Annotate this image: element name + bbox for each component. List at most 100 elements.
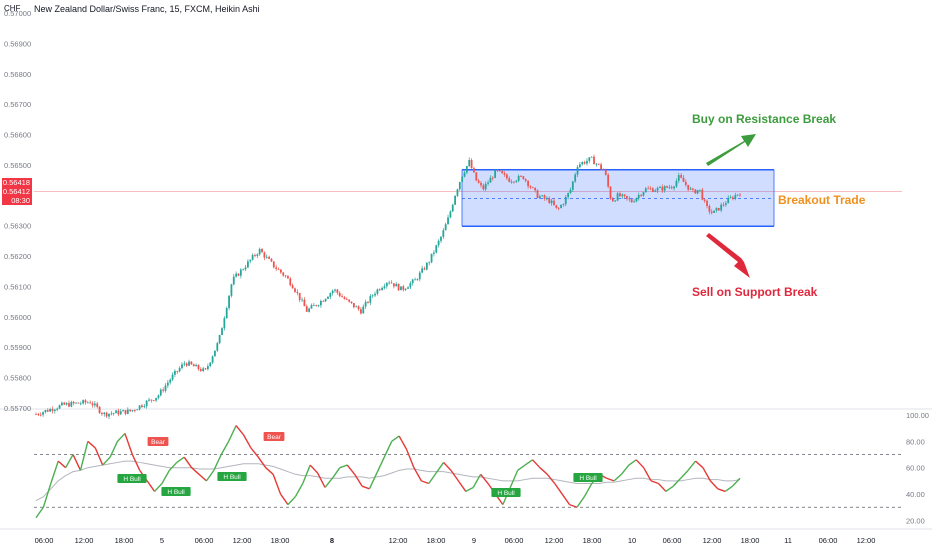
candle-body <box>298 292 301 300</box>
candle-body <box>117 410 120 415</box>
price-tick-label: 0.56800 <box>4 70 31 79</box>
candle-body <box>703 199 706 201</box>
candle-body <box>447 217 449 225</box>
candle-body <box>159 389 162 396</box>
candle-body <box>524 179 527 181</box>
candle-body <box>79 403 82 405</box>
candle-body <box>607 174 610 187</box>
candle-body <box>265 256 268 258</box>
candle-body <box>376 289 379 294</box>
osc-signal-badge <box>161 487 191 496</box>
candle-body <box>228 295 230 309</box>
chart-title[interactable]: New Zealand Dollar/Swiss Franc, 15, FXCM… <box>34 4 260 14</box>
candle-body <box>294 288 296 292</box>
sell-label: Sell on Support Break <box>692 285 818 299</box>
candle-body <box>522 176 525 180</box>
candle-body <box>242 269 245 271</box>
price-tick-label: 0.56200 <box>4 252 31 261</box>
time-tick-label: 18:00 <box>271 536 290 545</box>
osc-main-segment <box>635 459 645 469</box>
candle-body <box>732 197 734 199</box>
candle-body <box>729 197 732 199</box>
candle-body <box>430 253 433 263</box>
candle-body <box>129 409 132 412</box>
candle-body <box>322 300 325 302</box>
candle-body <box>440 236 442 241</box>
osc-main-segment <box>509 470 519 488</box>
candle-body <box>538 196 541 198</box>
osc-main-segment <box>198 473 207 482</box>
candle-body <box>626 195 628 199</box>
candle-body <box>185 363 188 366</box>
price-tick-label: 0.56100 <box>4 282 31 291</box>
osc-main-segment <box>539 467 548 475</box>
candle-body <box>261 249 263 253</box>
candle-body <box>367 301 369 303</box>
osc-main-segment <box>480 473 489 484</box>
candle-body <box>468 160 471 167</box>
osc-main-segment <box>524 459 533 466</box>
osc-main-segment <box>124 433 133 455</box>
candle-body <box>86 402 89 404</box>
osc-main-segment <box>428 472 437 484</box>
candle-body <box>529 186 532 188</box>
osc-main-segment <box>257 456 267 469</box>
candle-body <box>567 192 570 198</box>
candle-body <box>164 385 167 391</box>
price-axis: 0.57000 0.56900 0.56800 0.56700 0.56600 0.565… <box>4 9 31 413</box>
candle-body <box>51 408 54 411</box>
time-tick-label: 9 <box>472 536 476 545</box>
price-tick-label: 0.56500 <box>4 161 31 170</box>
osc-main-segment <box>421 480 429 485</box>
osc-signal-text: H Bull <box>167 489 185 496</box>
osc-main-segment <box>242 434 252 449</box>
candle-body <box>560 204 562 209</box>
osc-main-segment <box>309 464 319 474</box>
candle-body <box>378 289 381 291</box>
candle-body <box>126 409 129 414</box>
osc-main-segment <box>643 467 652 482</box>
candle-body <box>230 284 233 296</box>
candle-body <box>546 198 548 200</box>
candle-body <box>717 207 720 211</box>
osc-signal-badge <box>147 437 169 446</box>
osc-signal-text: H Bull <box>123 476 141 483</box>
osc-main-segment <box>272 474 282 495</box>
candle-body <box>588 157 591 161</box>
candle-body <box>418 272 421 280</box>
annotations: Buy on Resistance Break Sell on Support B… <box>692 112 866 299</box>
time-tick-label: 12:00 <box>233 536 252 545</box>
candle-body <box>383 286 386 288</box>
candle-body <box>72 401 75 404</box>
currency-label: CHF <box>4 4 21 13</box>
trade-label: Breakout Trade <box>778 193 866 207</box>
candle-body <box>414 279 416 281</box>
candle-body <box>70 401 73 407</box>
time-tick-label: 12:00 <box>703 536 722 545</box>
osc-signal-text: Bear <box>267 434 282 441</box>
candle-body <box>331 290 334 294</box>
candle-body <box>37 414 40 415</box>
candle-body <box>487 182 489 184</box>
osc-main-segment <box>650 480 659 485</box>
osc-main-segment <box>680 469 689 479</box>
candle-body <box>475 172 478 181</box>
candle-body <box>166 382 169 386</box>
candle-body <box>188 361 190 366</box>
candle-body <box>343 297 346 300</box>
osc-main-segment <box>168 461 178 471</box>
candle-body <box>136 409 139 411</box>
candle-body <box>152 400 155 402</box>
candle-body <box>42 412 44 415</box>
osc-tick-label: 60.00 <box>906 464 925 473</box>
candle-body <box>619 193 621 197</box>
candle-body <box>435 245 438 253</box>
candle-body <box>616 193 619 201</box>
candle-body <box>334 289 336 291</box>
candle-body <box>216 343 219 351</box>
candle-body <box>371 295 374 297</box>
candle-body <box>659 186 661 188</box>
osc-main-segment <box>183 456 193 469</box>
candle-body <box>623 194 626 196</box>
